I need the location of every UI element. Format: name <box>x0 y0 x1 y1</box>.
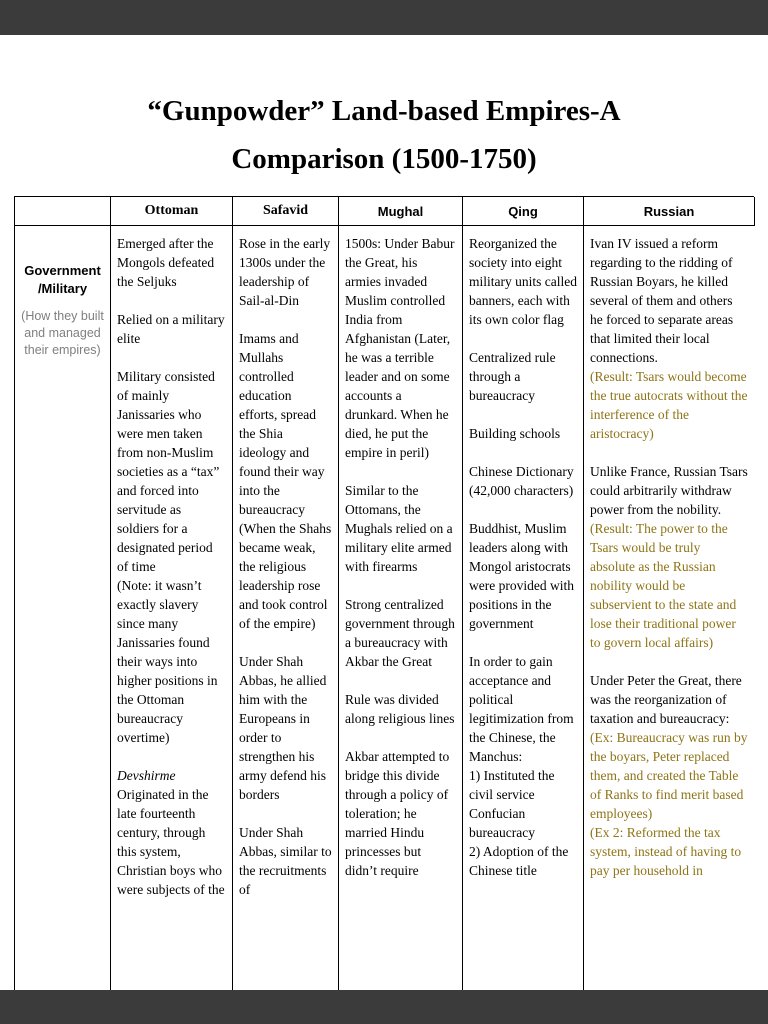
paragraph: Under Peter the Great, there was the reo… <box>590 673 742 726</box>
paragraph-result-note: (Result: The power to the Tsars would be… <box>590 521 737 650</box>
row-header-label-line1: Government <box>24 263 101 278</box>
column-header-qing: Qing <box>463 197 584 226</box>
paragraph: Devshirme <box>117 768 176 783</box>
paragraph: (Note: it wasn’t exactly slavery since m… <box>117 578 218 745</box>
column-header-safavid: Safavid <box>233 197 339 226</box>
cell-mughal: 1500s: Under Babur the Great, his armies… <box>339 226 463 990</box>
paragraph: Military consisted of mainly Janissaries… <box>117 369 220 574</box>
paragraph: In order to gain acceptance and politica… <box>469 654 574 764</box>
cell-safavid: Rose in the early 1300s under the leader… <box>233 226 339 990</box>
cell-qing: Reorganized the society into eight milit… <box>463 226 584 990</box>
paragraph: Similar to the Ottomans, the Mughals rel… <box>345 483 453 574</box>
paragraph: Building schools <box>469 426 561 441</box>
comparison-table: Ottoman Safavid Mughal Qing Russian Gove… <box>14 196 755 990</box>
paragraph: Imams and Mullahs controlled education e… <box>239 331 332 631</box>
paragraph: Rule was divided along religious lines <box>345 692 455 726</box>
paragraph-result-note: (Result: Tsars would become the true aut… <box>590 369 748 441</box>
cell-ottoman: Emerged after the Mongols defeated the S… <box>111 226 233 990</box>
title-line-2: Comparison (1500-1750) <box>231 143 537 175</box>
paragraph: Originated in the late fourteenth centur… <box>117 787 225 897</box>
table-header-row: Ottoman Safavid Mughal Qing Russian <box>15 197 755 226</box>
cell-russian: Ivan IV issued a reform regarding to the… <box>584 226 754 990</box>
column-header-mughal: Mughal <box>339 197 463 226</box>
paragraph: Emerged after the Mongols defeated the S… <box>117 236 215 289</box>
paragraph: Unlike France, Russian Tsars could arbit… <box>590 464 748 517</box>
paragraph: Rose in the early 1300s under the leader… <box>239 236 331 308</box>
paragraph: Under Shah Abbas, he allied him with the… <box>239 654 327 802</box>
document-page: “Gunpowder” Land-based Empires-A Compari… <box>0 35 768 990</box>
table-body-row: Government /Military (How they built and… <box>15 226 754 990</box>
paragraph: Chinese Dictionary (42,000 characters) <box>469 464 574 498</box>
paragraph: 2) Adoption of the Chinese title <box>469 844 569 878</box>
paragraph: 1500s: Under Babur the Great, his armies… <box>345 236 455 460</box>
paragraph: Buddhist, Muslim leaders along with Mong… <box>469 521 574 631</box>
paragraph: Akbar attempted to bridge this divide th… <box>345 749 450 878</box>
column-header-empty <box>15 197 111 226</box>
column-header-ottoman: Ottoman <box>111 197 233 226</box>
paragraph: Centralized rule through a bureaucracy <box>469 350 556 403</box>
row-header-government-military: Government /Military (How they built and… <box>15 226 111 990</box>
paragraph-example-note: (Ex 2: Reformed the tax system, instead … <box>590 825 742 878</box>
row-header-label-line2: /Military <box>37 281 88 296</box>
column-header-russian: Russian <box>584 197 755 226</box>
paragraph-example-note: (Ex: Bureaucracy was run by the boyars, … <box>590 730 748 821</box>
title-line-1: “Gunpowder” Land-based Empires-A <box>147 95 621 127</box>
paragraph: Ivan IV issued a reform regarding to the… <box>590 236 734 365</box>
paragraph: 1) Instituted the civil service Confucia… <box>469 768 555 840</box>
paragraph: Reorganized the society into eight milit… <box>469 236 577 327</box>
paragraph: Strong centralized government through a … <box>345 597 455 669</box>
paragraph: Relied on a military elite <box>117 312 225 346</box>
document-title: “Gunpowder” Land-based Empires-A Compari… <box>0 35 768 183</box>
paragraph: Under Shah Abbas, similar to the recruit… <box>239 825 332 897</box>
row-header-note: (How they built and managed their empire… <box>21 309 104 357</box>
